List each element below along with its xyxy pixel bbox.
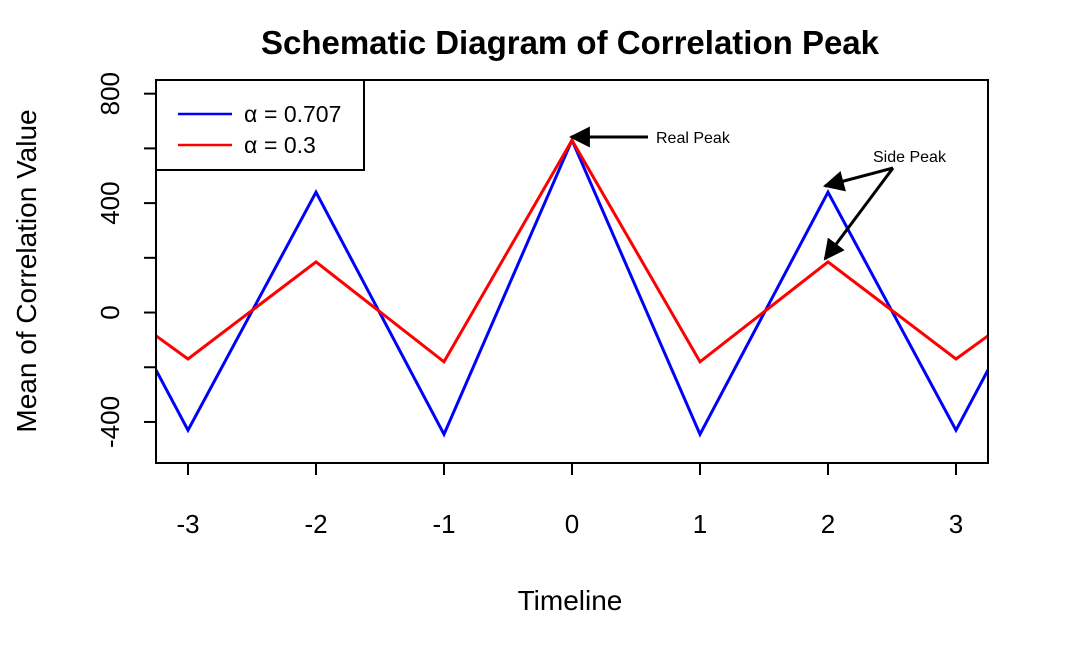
real-peak-label: Real Peak [656, 130, 731, 147]
x-axis-label: Timeline [518, 585, 623, 616]
x-tick-label-1: -2 [304, 509, 327, 539]
chart-title: Schematic Diagram of Correlation Peak [261, 24, 880, 61]
y-tick-label-4: 400 [95, 181, 125, 224]
series-layer [156, 136, 988, 438]
legend-value-0: = 0.707 [264, 101, 341, 127]
legend-symbol-0: α [244, 101, 257, 127]
x-tick-label-6: 3 [949, 509, 963, 539]
side-peak-label: Side Peak [873, 149, 947, 166]
x-tick-label-0: -3 [176, 509, 199, 539]
x-tick-label-4: 1 [693, 509, 707, 539]
y-axis-label: Mean of Correlation Value [11, 109, 42, 432]
series-line-1 [156, 137, 988, 365]
annotation-side-peak: Side Peak [822, 149, 947, 261]
side-peak-arrow-upper [822, 166, 894, 192]
x-tick-label-3: 0 [565, 509, 579, 539]
side-peak-arrow-lower [823, 167, 895, 261]
legend-value-1: = 0.3 [264, 132, 316, 158]
x-axis: -3 -2 -1 0 1 2 3 [176, 463, 963, 539]
x-tick-label-2: -1 [432, 509, 455, 539]
legend-box [155, 79, 365, 171]
y-axis: -400 0 400 800 [95, 72, 156, 448]
y-tick-label-0: -400 [95, 396, 125, 448]
x-tick-label-5: 2 [821, 509, 835, 539]
legend-symbol-1: α [244, 132, 257, 158]
annotation-real-peak: Real Peak [568, 126, 731, 148]
y-tick-label-6: 800 [95, 72, 125, 115]
y-tick-label-2: 0 [95, 305, 125, 319]
plot-frame [155, 79, 989, 464]
legend: α = 0.707 α = 0.3 [155, 79, 365, 171]
